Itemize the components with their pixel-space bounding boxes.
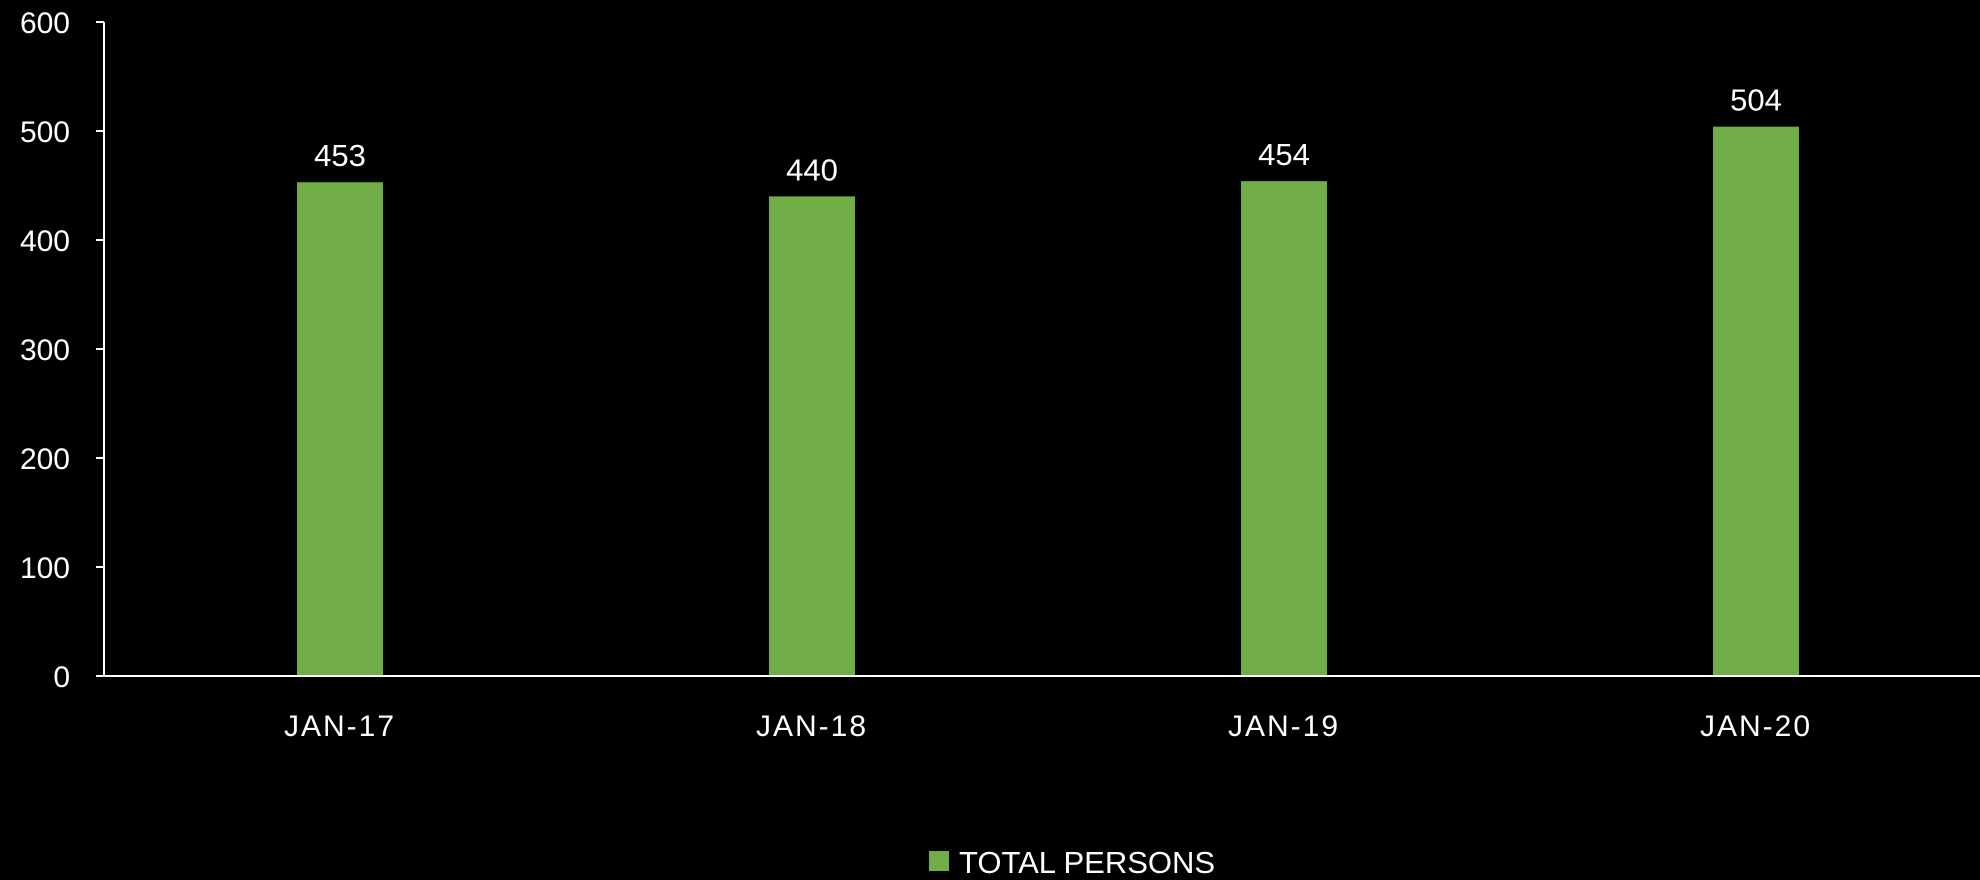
bar-jan-17 [297,182,383,677]
y-tick-label: 200 [20,443,70,476]
y-tick-label: 400 [20,225,70,258]
y-tick-label: 500 [20,116,70,149]
y-axis-ticks: 0 100 200 300 400 500 600 [20,7,104,694]
y-tick-label: 600 [20,7,70,40]
x-axis-ticks: JAN-17 JAN-18 JAN-19 JAN-20 [284,710,1812,743]
legend-swatch-total-persons [929,851,949,871]
bar-jan-19 [1241,181,1327,676]
y-tick-label: 300 [20,334,70,367]
y-tick-label: 0 [53,661,70,694]
x-tick-label-jan-17: JAN-17 [284,710,396,743]
data-label-jan-17: 453 [314,138,366,173]
data-label-jan-18: 440 [786,152,838,187]
legend-label-total-persons: TOTAL PERSONS [959,845,1215,880]
y-tick-label: 100 [20,552,70,585]
x-tick-label-jan-19: JAN-19 [1228,710,1340,743]
data-labels-group: 453 440 454 504 [314,83,1782,188]
legend: TOTAL PERSONS [929,845,1215,880]
data-label-jan-20: 504 [1730,83,1782,118]
bars-group [297,126,1799,677]
x-tick-label-jan-20: JAN-20 [1700,710,1812,743]
bar-jan-20 [1713,126,1799,676]
data-label-jan-19: 454 [1258,137,1310,172]
x-tick-label-jan-18: JAN-18 [756,710,868,743]
bar-jan-18 [769,196,855,676]
